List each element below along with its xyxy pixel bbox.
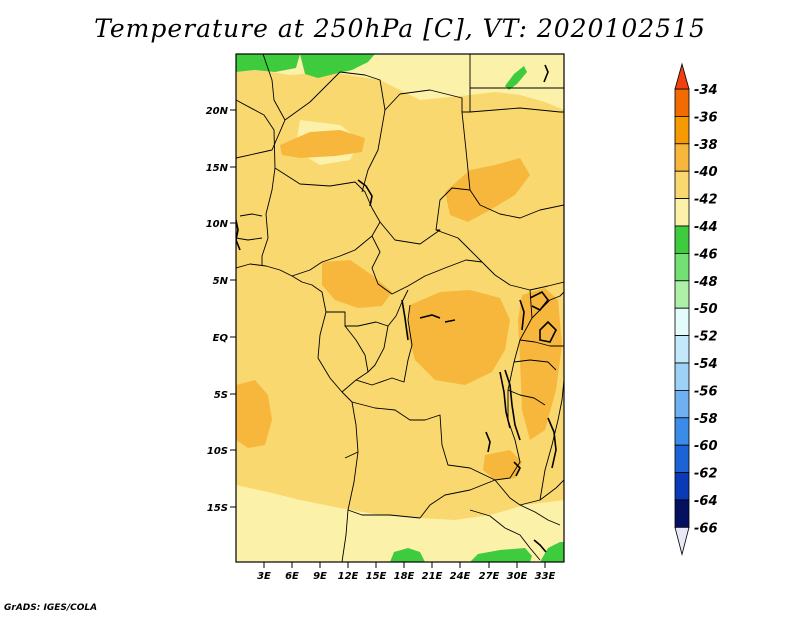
colorbar-label: -66	[694, 521, 718, 536]
colorbar-bin	[674, 444, 690, 474]
lat-label-eq: EQ	[213, 333, 229, 344]
map-background-field	[236, 54, 564, 562]
lon-label-3e: 3E	[257, 571, 271, 582]
lakes-and-rivers	[236, 64, 557, 553]
colorbar-label: -50	[694, 302, 718, 317]
colorbar-top-triangle	[674, 62, 690, 90]
colorbar-bin	[674, 389, 690, 419]
map-frame	[235, 53, 565, 563]
colorbar-bin	[674, 362, 690, 391]
colorbar-bin	[674, 143, 690, 172]
lon-label-33e: 33E	[535, 571, 556, 582]
colorbar-label: -34	[694, 83, 718, 98]
lon-label-24e: 24E	[450, 571, 471, 582]
colorbar-bin	[674, 225, 690, 254]
lon-label-27e: 27E	[479, 571, 500, 582]
colorbar-bin	[674, 417, 690, 446]
lat-label-5s: 5S	[214, 390, 228, 401]
colorbar: -34 -36 -38 -40 -42 -44 -46 -48 -50 -52 -54 -56 -58 -…	[674, 62, 718, 556]
lon-label-21e: 21E	[422, 571, 443, 582]
colorbar-label: -46	[694, 247, 718, 262]
colorbar-label: -44	[694, 220, 718, 235]
lat-label-15s: 15S	[207, 503, 228, 514]
colorbar-bin	[674, 280, 690, 309]
colorbar-bin	[674, 116, 690, 145]
colorbar-bin	[674, 335, 690, 364]
lat-axis: 20N 15N 10N 5N EQ 5S 10S 15S	[206, 106, 236, 514]
cold-region-northeast	[505, 66, 527, 90]
lat-label-10n: 10N	[206, 219, 229, 230]
colorbar-label: -38	[694, 138, 718, 153]
colorbar-label: -48	[694, 275, 718, 290]
lat-label-10s: 10S	[207, 446, 228, 457]
credit-label: GrADS: IGES/COLA	[4, 603, 98, 613]
lon-label-30e: 30E	[507, 571, 528, 582]
lon-label-9e: 9E	[313, 571, 327, 582]
cold-region-south-2	[470, 548, 532, 562]
lon-label-15e: 15E	[366, 571, 387, 582]
warm-region-central	[408, 290, 510, 385]
cold-region-south-1	[390, 548, 425, 562]
lon-label-12e: 12E	[338, 571, 359, 582]
colorbar-label: -40	[694, 165, 718, 180]
colorbar-label: -62	[694, 467, 718, 482]
colorbar-label: -42	[694, 193, 718, 208]
warm-region-sahel	[280, 130, 365, 158]
warm-region-sudan	[445, 158, 530, 222]
lat-label-20n: 20N	[206, 106, 229, 117]
colorbar-label: -36	[694, 110, 718, 125]
country-boundaries	[236, 54, 564, 562]
warm-region-equator-west	[322, 260, 392, 308]
chart-title: Temperature at 250hPa [C], VT: 202010251…	[94, 14, 706, 43]
colorbar-bin	[674, 472, 690, 501]
lon-label-18e: 18E	[394, 571, 415, 582]
colorbar-label: -60	[694, 439, 718, 454]
colorbar-bin	[674, 252, 690, 282]
colorbar-bottom-triangle	[674, 527, 690, 556]
lon-axis: 3E 6E 9E 12E 15E 18E 21E 24E 27E 30E 33E	[257, 562, 556, 582]
lon-label-6e: 6E	[285, 571, 299, 582]
colorbar-bin	[674, 499, 690, 528]
colorbar-label: -54	[694, 357, 718, 372]
colorbar-bin	[674, 198, 690, 227]
colorbar-bin	[674, 170, 690, 199]
cool-region-south	[236, 485, 564, 562]
colorbar-label: -52	[694, 330, 718, 345]
cold-region-south-3	[540, 542, 564, 562]
colorbar-label: -64	[694, 494, 718, 509]
warm-region-southeast	[483, 450, 522, 480]
colorbar-bin	[674, 307, 690, 337]
lat-label-5n: 5N	[213, 276, 229, 287]
colorbar-label: -58	[694, 412, 718, 427]
colorbar-label: -56	[694, 384, 718, 399]
cold-region-north-2	[300, 54, 375, 78]
warm-region-atlantic	[236, 380, 272, 448]
cold-region-north-1	[236, 54, 300, 72]
colorbar-bin	[674, 88, 690, 117]
lat-label-15n: 15N	[206, 163, 229, 174]
